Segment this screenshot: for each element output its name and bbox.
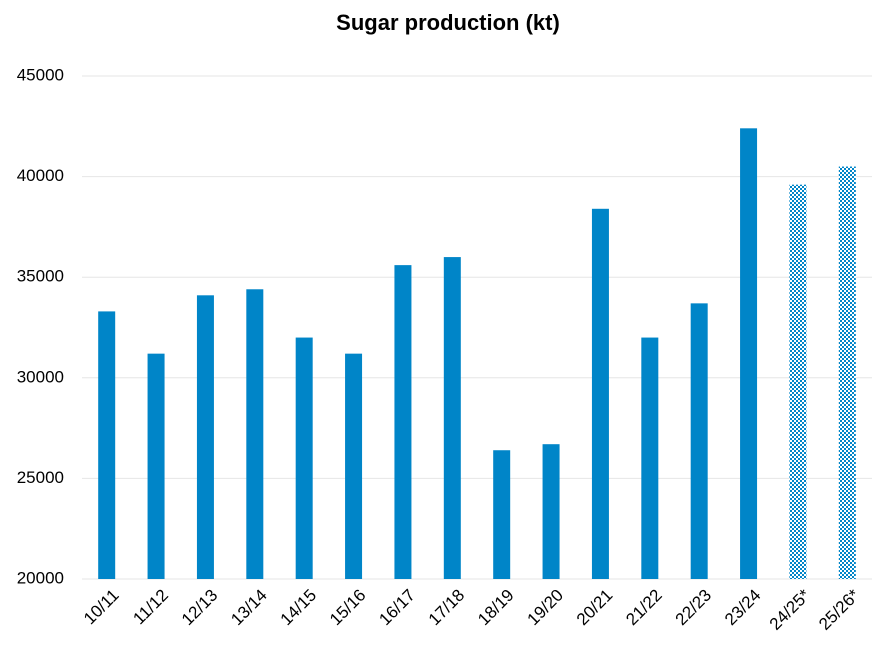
- bar: [740, 128, 758, 579]
- y-tick-label: 45000: [17, 65, 64, 84]
- y-tick-label: 25000: [17, 468, 64, 487]
- y-tick-label: 30000: [17, 367, 64, 386]
- x-tick-label: 13/14: [227, 586, 271, 630]
- x-tick-label: 10/11: [80, 586, 123, 629]
- bar: [591, 208, 609, 580]
- bar: [147, 353, 165, 579]
- bar: [98, 311, 116, 579]
- bar: [838, 166, 856, 580]
- bar: [246, 289, 264, 579]
- bar: [641, 337, 659, 579]
- y-tick-label: 35000: [17, 267, 64, 286]
- bar: [295, 337, 313, 579]
- x-tick-label: 25/26*: [815, 585, 863, 633]
- x-tick-label: 20/21: [573, 586, 617, 630]
- bar: [394, 265, 412, 579]
- y-tick-label: 40000: [17, 166, 64, 185]
- chart-title: Sugar production (kt): [336, 10, 560, 35]
- x-tick-label: 11/12: [129, 586, 172, 629]
- x-tick-label: 16/17: [375, 586, 419, 630]
- x-tick-label: 18/19: [474, 586, 518, 630]
- bar: [542, 444, 560, 579]
- x-tick-label: 21/22: [622, 586, 666, 630]
- x-tick-label: 22/23: [672, 586, 716, 630]
- x-tick-label: 15/16: [326, 586, 370, 630]
- bar: [196, 295, 214, 579]
- x-tick-label: 12/13: [178, 586, 222, 630]
- bar: [690, 303, 708, 579]
- bar: [789, 184, 807, 579]
- x-tick-label: 24/25*: [766, 585, 814, 633]
- x-tick-label: 14/15: [277, 586, 321, 630]
- y-tick-label: 20000: [17, 568, 64, 587]
- bar: [345, 353, 363, 579]
- x-tick-label: 19/20: [524, 586, 568, 630]
- bar: [493, 450, 511, 579]
- bar: [443, 257, 461, 579]
- x-tick-label: 23/24: [721, 586, 765, 630]
- x-tick-label: 17/18: [425, 586, 469, 630]
